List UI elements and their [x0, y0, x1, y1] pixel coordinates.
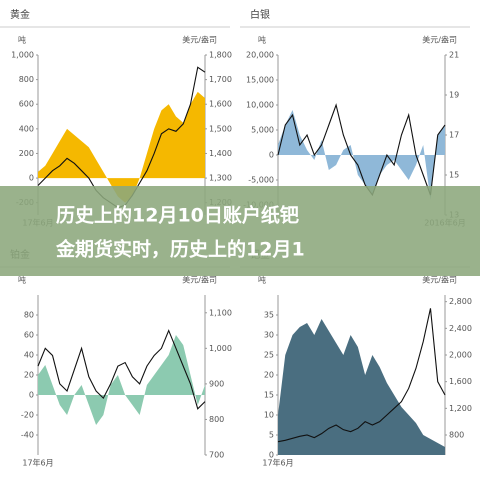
y2-tick-label: 1,700 — [209, 75, 232, 84]
y-tick-label: 0 — [269, 151, 274, 160]
y-tick-label: 1,000 — [11, 51, 34, 60]
y-tick-label: 5,000 — [251, 126, 274, 135]
chart: 钯金吨美元/盎司051015202530358001,2001,6002,000… — [240, 248, 472, 468]
banner-line: 金期货实时，历史上的12月1 — [55, 238, 305, 261]
y-tick-label: 15 — [264, 391, 274, 400]
y2-tick-label: 2,000 — [449, 351, 472, 360]
y-tick-label: -40 — [21, 431, 34, 440]
x-tick-label: 17年6月 — [262, 458, 293, 468]
y-tick-label: 35 — [264, 311, 274, 320]
y-tick-label: 0 — [269, 451, 274, 460]
y2-tick-label: 700 — [209, 451, 224, 460]
y2-tick-label: 800 — [449, 431, 464, 440]
y2-tick-label: 2,800 — [449, 297, 472, 306]
y-tick-label: 20,000 — [246, 51, 274, 60]
y2-tick-label: 19 — [449, 91, 459, 100]
y2-tick-label: 1,400 — [209, 149, 232, 158]
y-axis-label: 吨 — [18, 275, 26, 285]
y2-tick-label: 1,500 — [209, 124, 232, 133]
y-axis-label: 吨 — [258, 275, 266, 285]
holdings-area — [278, 319, 445, 455]
y2-tick-label: 1,300 — [209, 174, 232, 183]
y-tick-label: 600 — [19, 100, 34, 109]
y2-tick-label: 1,100 — [209, 308, 232, 317]
y-tick-label: 10,000 — [246, 101, 274, 110]
y-tick-label: 200 — [19, 149, 34, 158]
y-tick-label: -20 — [21, 411, 34, 420]
y-tick-label: 0 — [29, 174, 34, 183]
y2-tick-label: 1,200 — [449, 404, 472, 413]
y2-tick-label: 900 — [209, 379, 224, 388]
y2-tick-label: 2,400 — [449, 324, 472, 333]
x-tick-label: 17年6月 — [22, 458, 53, 468]
y-tick-label: 20 — [24, 371, 34, 380]
holdings-area — [278, 110, 445, 200]
banner-line: 历史上的12月10日账户纸钯 — [56, 204, 299, 227]
holdings-area — [38, 335, 205, 425]
y-tick-label: 10 — [264, 411, 274, 420]
holdings-area — [38, 91, 205, 203]
y2-tick-label: 1,600 — [209, 100, 232, 109]
y2-tick-label: 1,800 — [209, 51, 232, 60]
y-axis-label: 吨 — [258, 35, 266, 45]
y-tick-label: 30 — [264, 331, 274, 340]
y-axis-label: 吨 — [18, 35, 26, 45]
y2-tick-label: 21 — [449, 51, 459, 60]
y2-axis-label: 美元/盎司 — [182, 275, 217, 285]
y-tick-label: 20 — [264, 371, 274, 380]
y2-axis-label: 美元/盎司 — [182, 35, 217, 45]
y2-axis-label: 美元/盎司 — [422, 275, 457, 285]
y-tick-label: 80 — [24, 311, 34, 320]
y-tick-label: 0 — [29, 391, 34, 400]
y-tick-label: 5 — [269, 431, 274, 440]
y2-tick-label: 1,000 — [209, 344, 232, 353]
price-line — [277, 103, 446, 197]
y-tick-label: 400 — [19, 124, 34, 133]
y-tick-label: -5,000 — [248, 176, 274, 185]
y2-tick-label: 800 — [209, 415, 224, 424]
y-tick-label: 800 — [19, 75, 34, 84]
banner — [0, 186, 480, 276]
y-tick-label: 25 — [264, 351, 274, 360]
y2-tick-label: 17 — [449, 131, 459, 140]
price-line — [37, 329, 206, 410]
y2-tick-label: 1,600 — [449, 377, 472, 386]
y-tick-label: 40 — [24, 351, 34, 360]
chart-title: 黄金 — [10, 8, 30, 21]
price-line — [277, 308, 446, 443]
y2-tick-label: 15 — [449, 171, 459, 180]
y-tick-label: 60 — [24, 331, 34, 340]
y-tick-label: 15,000 — [246, 76, 274, 85]
chart-title: 白银 — [250, 8, 270, 21]
y2-axis-label: 美元/盎司 — [422, 35, 457, 45]
chart: 铂金吨美元/盎司-40-200204060807008009001,0001,1… — [0, 248, 232, 468]
